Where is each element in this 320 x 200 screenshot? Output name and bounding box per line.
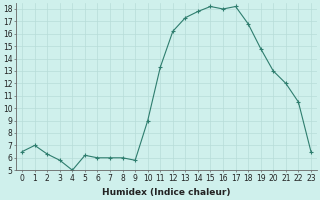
X-axis label: Humidex (Indice chaleur): Humidex (Indice chaleur) [102,188,231,197]
